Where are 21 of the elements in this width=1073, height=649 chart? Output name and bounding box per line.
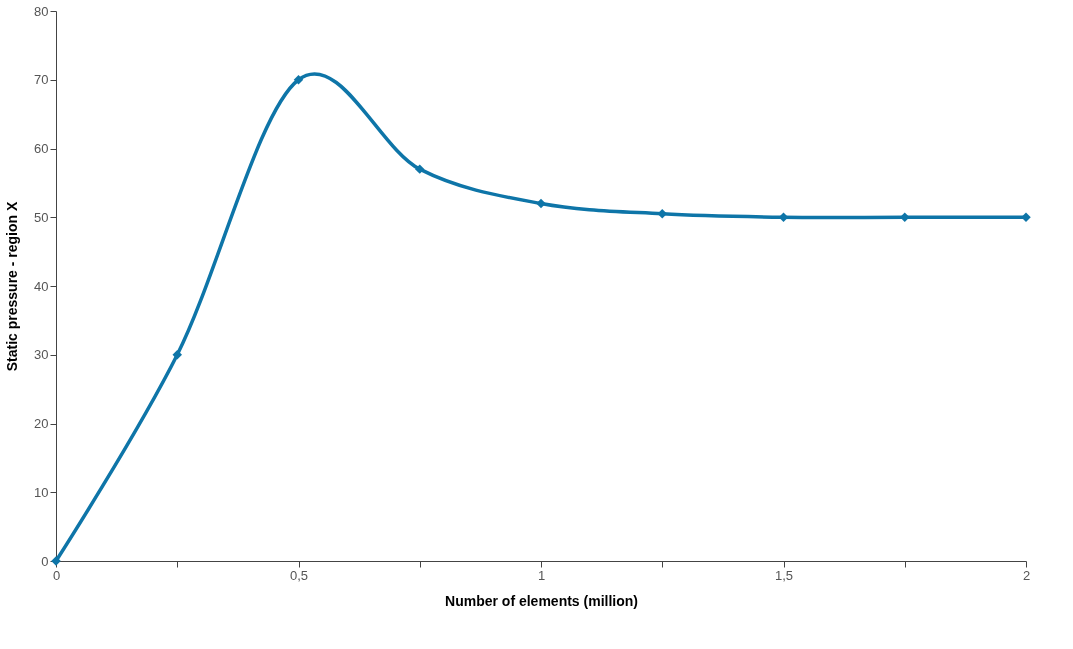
x-axis-title: Number of elements (million) [445, 592, 638, 609]
y-tick-label: 20 [34, 416, 49, 431]
x-tick-label: 0,5 [289, 567, 309, 583]
x-tick-label: 1,5 [774, 567, 794, 583]
y-tick-label: 40 [34, 278, 49, 294]
point [536, 198, 546, 209]
y-tick-label: 80 [34, 3, 49, 19]
x-tick-label: 0 [52, 567, 61, 583]
y-axis-title: Static pressure - region X [4, 201, 21, 372]
point [415, 164, 425, 174]
x-tick-label: 2 [1022, 567, 1031, 583]
y-tick-label: 70 [34, 72, 49, 88]
y-tick-label: 10 [34, 484, 49, 500]
y-tick-label: 50 [34, 209, 49, 225]
y-tick-label: 60 [34, 141, 49, 156]
y-tick-label: 30 [34, 347, 49, 363]
y-tick-label: 0 [41, 553, 49, 569]
point [172, 350, 182, 360]
x-tick-label: 1 [537, 567, 546, 583]
point [657, 209, 667, 219]
point [293, 75, 304, 85]
